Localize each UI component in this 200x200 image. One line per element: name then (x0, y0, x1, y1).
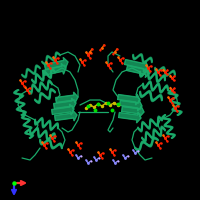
Polygon shape (30, 127, 55, 141)
Polygon shape (138, 116, 162, 132)
Polygon shape (35, 118, 58, 130)
Polygon shape (22, 65, 40, 78)
Polygon shape (14, 90, 26, 115)
Polygon shape (122, 106, 144, 117)
Polygon shape (140, 69, 165, 83)
Polygon shape (155, 67, 175, 76)
Polygon shape (54, 98, 76, 109)
Polygon shape (52, 104, 74, 115)
Polygon shape (133, 54, 152, 63)
Polygon shape (44, 57, 68, 69)
Polygon shape (124, 60, 148, 72)
Polygon shape (32, 68, 55, 84)
Polygon shape (142, 126, 165, 142)
Polygon shape (28, 80, 52, 94)
Polygon shape (135, 137, 158, 151)
Polygon shape (35, 89, 55, 103)
Polygon shape (55, 110, 77, 121)
Polygon shape (40, 139, 62, 149)
Polygon shape (126, 66, 150, 78)
Polygon shape (120, 100, 142, 111)
Polygon shape (42, 63, 66, 75)
Polygon shape (162, 115, 175, 138)
Polygon shape (56, 92, 78, 103)
Polygon shape (118, 94, 140, 105)
Polygon shape (42, 52, 60, 65)
Polygon shape (21, 115, 34, 138)
Polygon shape (140, 91, 162, 101)
Polygon shape (168, 90, 182, 115)
Polygon shape (143, 81, 168, 93)
Polygon shape (119, 112, 141, 123)
